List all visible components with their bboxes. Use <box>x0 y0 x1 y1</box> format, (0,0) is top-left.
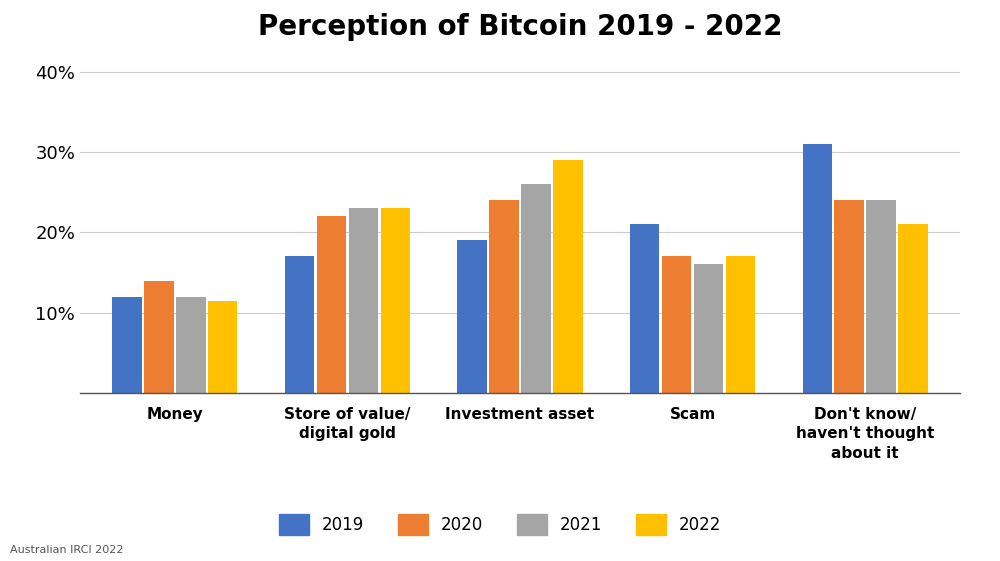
Bar <box>898 224 928 393</box>
Bar <box>694 264 723 393</box>
Legend: 2019, 2020, 2021, 2022: 2019, 2020, 2021, 2022 <box>272 508 728 541</box>
Bar <box>112 297 142 393</box>
Bar <box>662 256 691 393</box>
Bar <box>349 208 378 393</box>
Bar <box>381 208 410 393</box>
Title: Perception of Bitcoin 2019 - 2022: Perception of Bitcoin 2019 - 2022 <box>258 13 782 42</box>
Bar <box>521 185 551 393</box>
Bar <box>144 280 174 393</box>
Bar <box>208 301 237 393</box>
Bar <box>803 144 832 393</box>
Bar <box>457 241 487 393</box>
Bar <box>285 256 314 393</box>
Bar <box>317 217 346 393</box>
Bar <box>553 160 583 393</box>
Bar <box>726 256 755 393</box>
Bar <box>866 200 896 393</box>
Bar <box>834 200 864 393</box>
Text: Australian IRCI 2022: Australian IRCI 2022 <box>10 545 124 555</box>
Bar <box>489 200 519 393</box>
Bar <box>630 224 659 393</box>
Bar <box>176 297 206 393</box>
